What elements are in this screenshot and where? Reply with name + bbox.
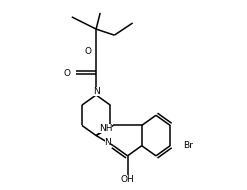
Text: O: O (64, 69, 71, 78)
Text: Br: Br (183, 141, 193, 150)
Text: N: N (104, 138, 111, 147)
Text: NH: NH (99, 124, 112, 133)
Text: OH: OH (121, 175, 134, 184)
Text: N: N (93, 87, 100, 97)
Text: O: O (84, 47, 91, 56)
